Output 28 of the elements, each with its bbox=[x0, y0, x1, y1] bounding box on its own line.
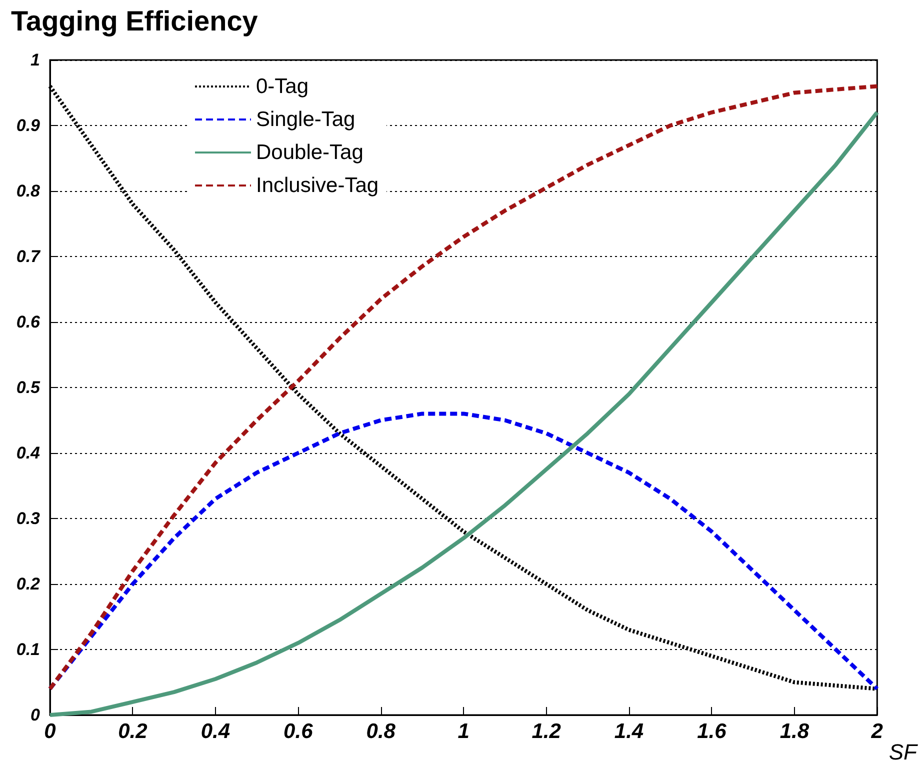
x-axis-title: SF bbox=[888, 740, 919, 764]
x-tick-label: 2 bbox=[870, 720, 884, 743]
x-tick-label: 0.6 bbox=[284, 720, 314, 743]
x-tick-label: 1.8 bbox=[780, 720, 810, 743]
y-tick-label: 0.2 bbox=[16, 574, 41, 594]
x-tick-label: 0.8 bbox=[366, 720, 396, 743]
y-tick-label: 0.9 bbox=[16, 116, 41, 135]
y-tick-label: 0 bbox=[30, 706, 41, 724]
x-tick-label: 1.2 bbox=[532, 720, 562, 743]
y-tick-label: 1 bbox=[30, 50, 40, 70]
legend-label: Inclusive-Tag bbox=[256, 174, 379, 197]
y-tick-label: 0.7 bbox=[16, 247, 42, 266]
chart-title: Tagging Efficiency bbox=[11, 6, 258, 36]
legend-label: 0-Tag bbox=[256, 75, 309, 98]
y-tick-label: 0.8 bbox=[16, 182, 41, 200]
y-tick-label: 0.1 bbox=[16, 640, 40, 659]
x-tick-label: 0.2 bbox=[118, 720, 148, 743]
y-tick-label: 0.5 bbox=[16, 378, 41, 397]
x-tick-label: 0.4 bbox=[200, 720, 230, 743]
y-tick-label: 0.6 bbox=[16, 312, 41, 332]
x-tick-label: 1.4 bbox=[614, 720, 644, 743]
legend-label: Single-Tag bbox=[256, 108, 356, 131]
y-tick-label: 0.4 bbox=[16, 444, 41, 462]
legend-label: Double-Tag bbox=[256, 141, 364, 164]
line-series bbox=[48, 412, 880, 691]
y-tick-label: 0.3 bbox=[16, 509, 41, 528]
x-tick-label: 1 bbox=[458, 720, 470, 743]
x-tick-label: 1.6 bbox=[697, 720, 727, 743]
